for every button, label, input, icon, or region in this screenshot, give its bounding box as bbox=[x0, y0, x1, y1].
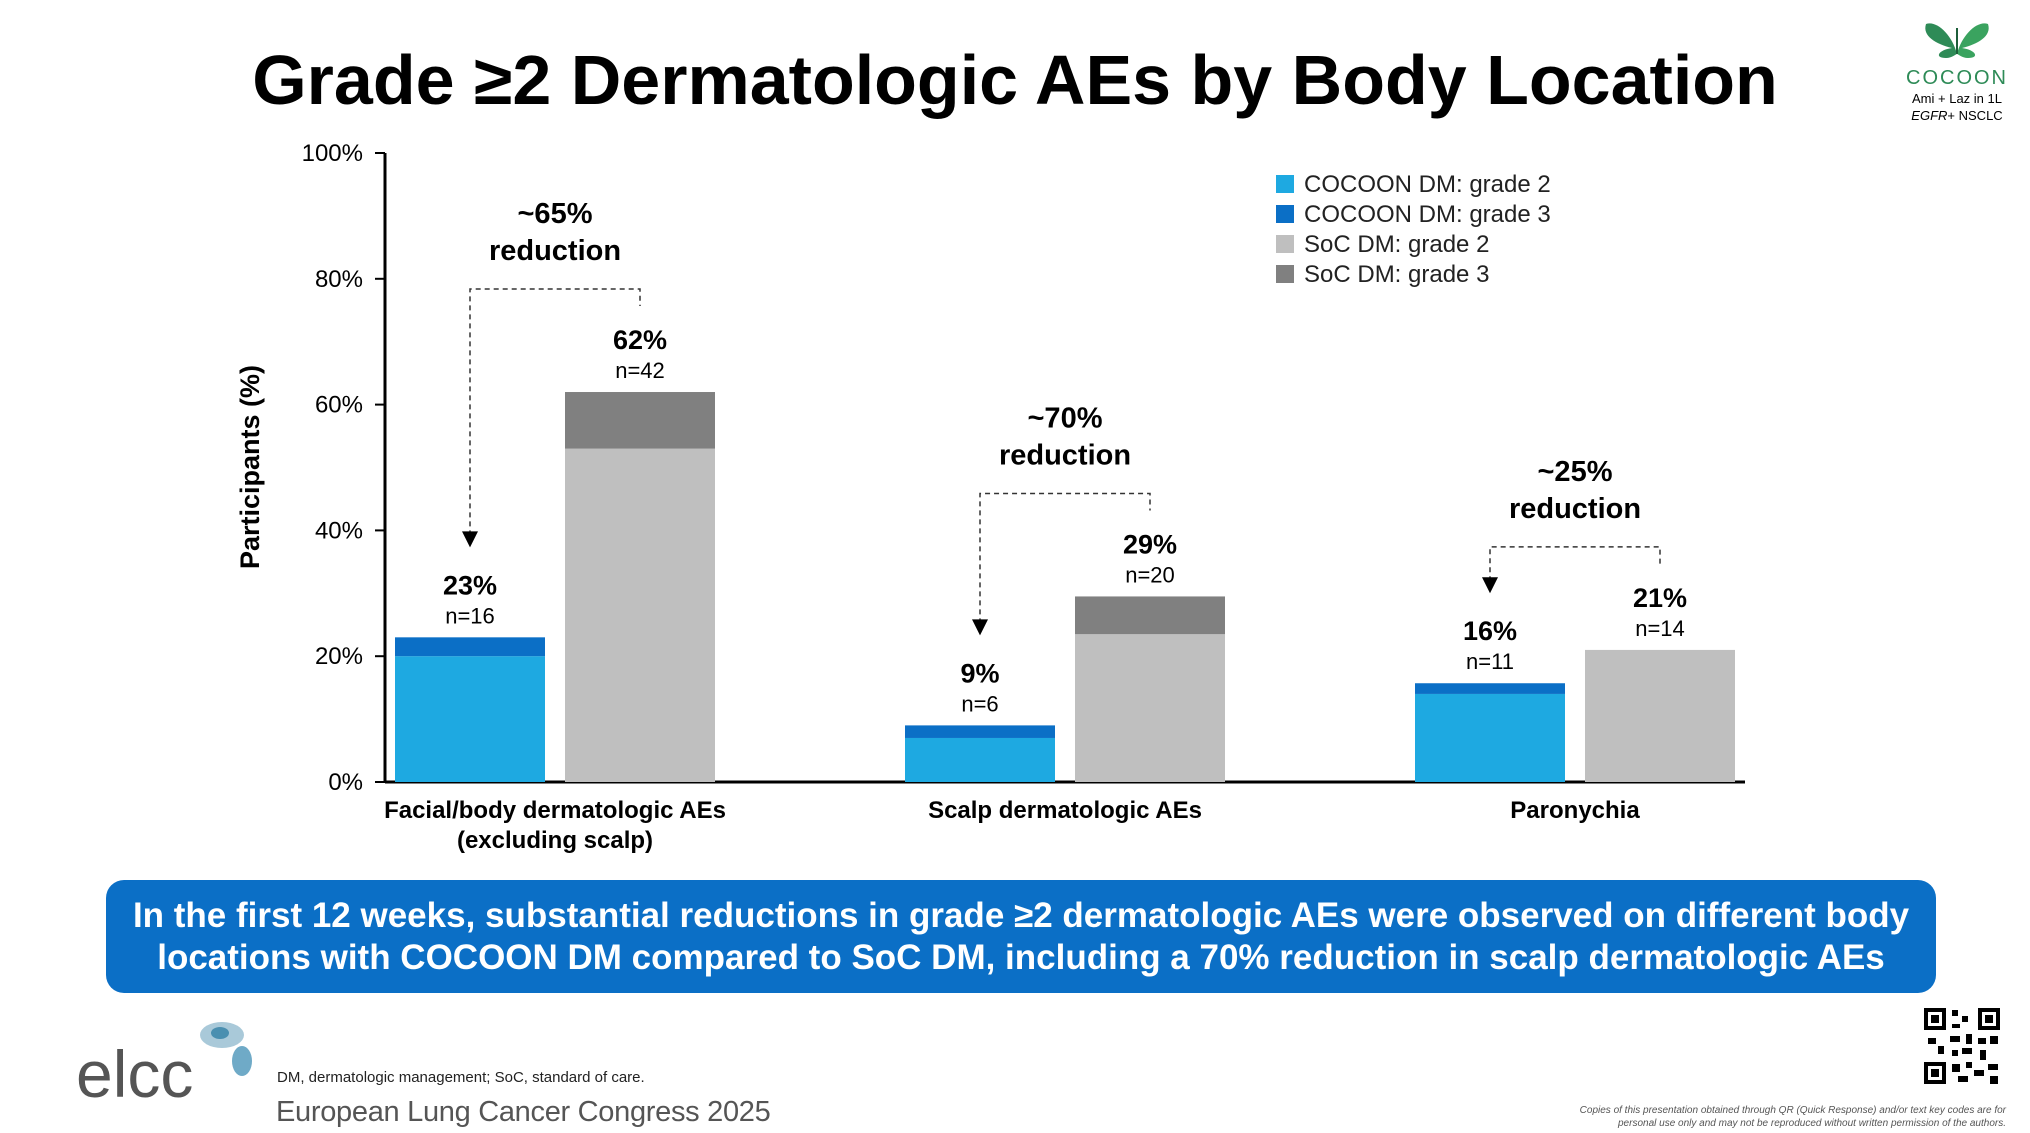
legend-label: COCOON DM: grade 2 bbox=[1304, 171, 1551, 198]
bar-cocoon-grade2 bbox=[1415, 693, 1565, 782]
congress-name: European Lung Cancer Congress 2025 bbox=[276, 1096, 771, 1128]
qr-code-icon[interactable] bbox=[1922, 1006, 2002, 1091]
n-label: n=14 bbox=[1635, 616, 1685, 641]
n-label: n=20 bbox=[1125, 562, 1175, 587]
cocoon-sub2: EGFR+ NSCLC bbox=[1902, 107, 2012, 124]
legend-swatch bbox=[1276, 175, 1294, 193]
n-label: n=16 bbox=[445, 603, 495, 628]
cocoon-sub2-rest: + NSCLC bbox=[1947, 108, 2003, 123]
y-tick-label: 20% bbox=[315, 643, 363, 670]
copyright-notice: Copies of this presentation obtained thr… bbox=[1560, 1104, 2006, 1130]
arrow-down-icon bbox=[462, 531, 478, 548]
y-tick-label: 80% bbox=[315, 266, 363, 293]
reduction-word: reduction bbox=[999, 439, 1131, 471]
legend-label: SoC DM: grade 3 bbox=[1304, 261, 1489, 288]
reduction-bracket bbox=[1489, 546, 1661, 591]
reduction-word: reduction bbox=[489, 235, 621, 267]
copyright-line-1: Copies of this presentation obtained thr… bbox=[1579, 1105, 2006, 1116]
data-label: 9% bbox=[960, 658, 999, 688]
bar-cocoon-grade3 bbox=[395, 637, 545, 657]
data-label: 21% bbox=[1633, 583, 1687, 613]
x-category-label: (excluding scalp) bbox=[457, 827, 653, 854]
y-tick-label: 60% bbox=[315, 392, 363, 419]
n-label: n=11 bbox=[1466, 649, 1514, 674]
key-message-banner: In the first 12 weeks, substantial reduc… bbox=[106, 880, 1936, 993]
banner-line-2: locations with COCOON DM compared to SoC… bbox=[157, 937, 1885, 977]
reduction-word: reduction bbox=[1509, 493, 1641, 525]
slide-title: Grade ≥2 Dermatologic AEs by Body Locati… bbox=[252, 41, 1778, 119]
data-label: 29% bbox=[1123, 529, 1177, 559]
banner-line-1: In the first 12 weeks, substantial reduc… bbox=[132, 895, 1910, 935]
bar-soc-grade3 bbox=[565, 392, 715, 449]
y-tick-label: 100% bbox=[302, 140, 363, 167]
legend-swatch bbox=[1276, 235, 1294, 253]
arrow-down-icon bbox=[972, 619, 988, 636]
legend-swatch bbox=[1276, 205, 1294, 223]
elcc-logo-text: elcc bbox=[76, 1037, 193, 1105]
bar-cocoon-grade3 bbox=[1415, 683, 1565, 694]
data-label: 23% bbox=[443, 570, 497, 600]
legend-label: SoC DM: grade 2 bbox=[1304, 231, 1489, 258]
bar-soc-grade2 bbox=[1585, 649, 1735, 782]
legend-label: COCOON DM: grade 3 bbox=[1304, 201, 1551, 228]
footnote: DM, dermatologic management; SoC, standa… bbox=[277, 1069, 645, 1086]
reduction-percent: ~65% bbox=[518, 198, 593, 230]
data-label: 62% bbox=[613, 325, 667, 355]
n-label: n=6 bbox=[961, 691, 998, 716]
bar-cocoon-grade2 bbox=[905, 737, 1055, 782]
legend-swatch bbox=[1276, 265, 1294, 283]
x-category-label: Scalp dermatologic AEs bbox=[928, 797, 1202, 824]
elcc-logo-icon: elcc bbox=[74, 1015, 264, 1111]
bar-cocoon-grade3 bbox=[905, 725, 1055, 738]
reduction-percent: ~70% bbox=[1028, 402, 1103, 434]
reduction-percent: ~25% bbox=[1538, 456, 1613, 488]
y-tick-label: 0% bbox=[328, 769, 363, 796]
cocoon-sub1: Ami + Laz in 1L bbox=[1912, 91, 2002, 106]
n-label: n=42 bbox=[615, 358, 665, 383]
x-category-label: Paronychia bbox=[1510, 797, 1640, 824]
cocoon-sub2-egfr: EGFR bbox=[1911, 108, 1948, 123]
y-tick-label: 40% bbox=[315, 517, 363, 544]
y-axis-label: Participants (%) bbox=[235, 365, 265, 569]
reduction-bracket bbox=[469, 288, 641, 545]
bar-chart: 0% 20% 40% 60% 80% 100% Participants (%) 23% n=1… bbox=[235, 140, 1745, 854]
bar-soc-grade3 bbox=[1075, 596, 1225, 635]
bar-soc-grade2 bbox=[565, 448, 715, 782]
copyright-line-2: personal use only and may not be reprodu… bbox=[1618, 1118, 2006, 1129]
bar-soc-grade2 bbox=[1075, 634, 1225, 782]
butterfly-icon bbox=[1925, 23, 1989, 58]
cocoon-logo: COCOON Ami + Laz in 1L EGFR+ NSCLC bbox=[1902, 14, 2012, 124]
cocoon-brand: COCOON bbox=[1906, 67, 2008, 89]
arrow-down-icon bbox=[1482, 577, 1498, 594]
bar-cocoon-grade2 bbox=[395, 656, 545, 782]
x-category-label: Facial/body dermatologic AEs bbox=[384, 797, 726, 824]
reduction-bracket bbox=[979, 492, 1151, 633]
data-label: 16% bbox=[1463, 616, 1517, 646]
